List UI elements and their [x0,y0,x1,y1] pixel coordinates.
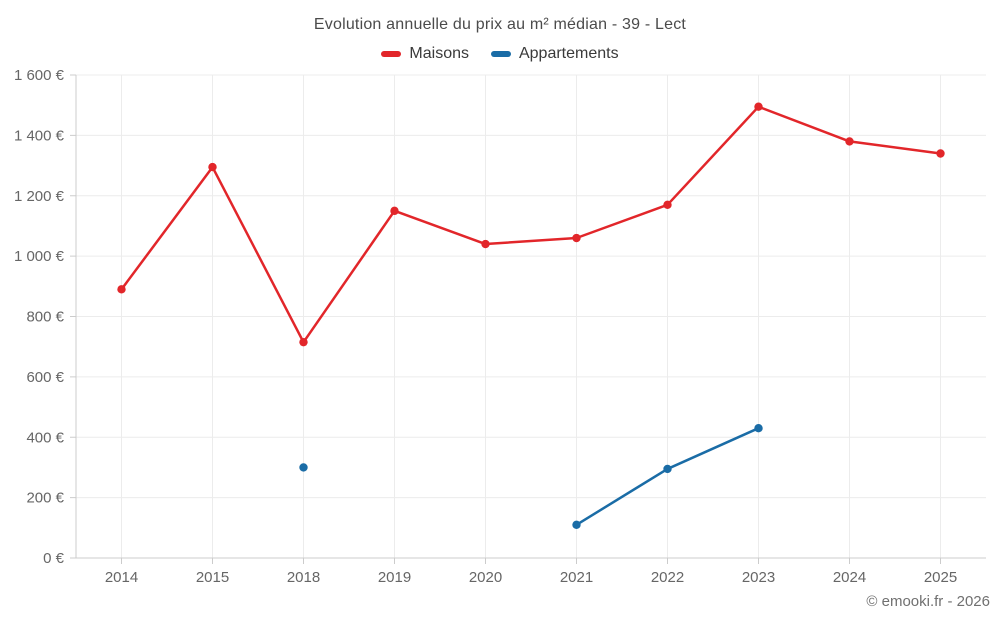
data-point-maisons-2018[interactable] [299,337,308,347]
data-point-maisons-2025[interactable] [936,149,945,158]
y-tick-label: 800 € [26,309,64,326]
x-tick-label: 2018 [287,569,320,586]
series-line-maisons [120,105,942,344]
y-tick-label: 600 € [26,369,64,386]
y-tick-label: 1 400 € [14,127,65,144]
x-tick-label: 2025 [924,569,957,586]
x-tick-label: 2020 [469,569,502,586]
y-tick-label: 1 000 € [14,248,65,265]
chart-legend: Maisons Appartements [0,45,1000,63]
data-point-appartements-2023[interactable] [754,423,763,433]
data-point-appartements-2018[interactable] [299,463,308,472]
x-tick-label: 2024 [833,569,866,586]
y-tick-label: 0 € [43,550,65,567]
y-tick-label: 1 200 € [14,188,65,205]
y-tick-label: 200 € [26,490,64,507]
legend-item-maisons[interactable]: Maisons [381,45,469,63]
x-tick-label: 2021 [560,569,593,586]
data-point-maisons-2020[interactable] [481,239,490,249]
legend-swatch-appartements [490,51,511,57]
x-tick-label: 2014 [105,569,138,586]
x-tick-label: 2023 [742,569,775,586]
data-point-appartements-2022[interactable] [663,464,672,474]
x-tick-label: 2015 [196,569,229,586]
legend-label-maisons: Maisons [409,45,469,62]
x-tick-label: 2019 [378,569,411,586]
data-point-maisons-2014[interactable] [117,285,126,294]
data-point-maisons-2021[interactable] [572,233,581,243]
data-point-maisons-2015[interactable] [208,162,217,172]
legend-swatch-maisons [381,51,402,57]
data-point-appartements-2021[interactable] [572,520,581,529]
data-point-maisons-2022[interactable] [663,200,672,210]
y-tick-label: 400 € [26,429,64,446]
copyright: © emooki.fr - 2026 [866,593,990,610]
legend-item-appartements[interactable]: Appartements [490,45,619,63]
y-tick-label: 1 600 € [14,67,65,84]
legend-label-appartements: Appartements [518,45,619,62]
chart-title: Evolution annuelle du prix au m² médian … [313,16,687,33]
data-point-maisons-2024[interactable] [845,137,854,146]
data-point-maisons-2023[interactable] [754,102,763,111]
x-tick-label: 2022 [651,569,684,586]
data-point-maisons-2019[interactable] [390,206,399,216]
